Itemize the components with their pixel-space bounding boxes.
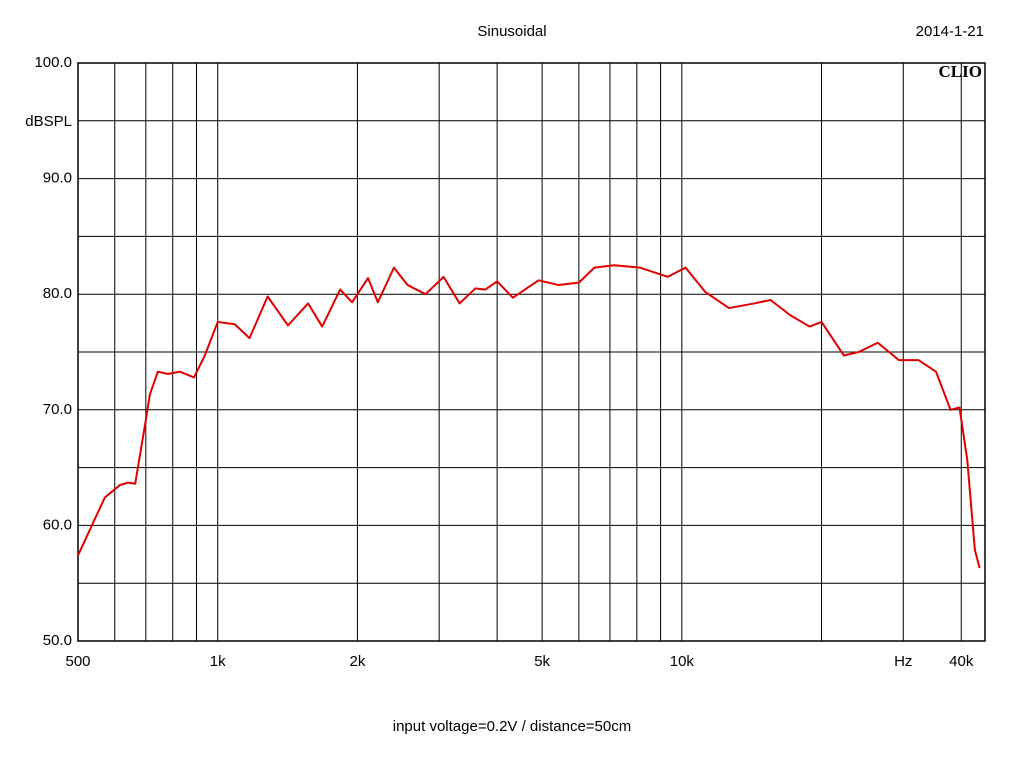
x-tick-label: 1k: [210, 653, 226, 670]
y-axis-label: dBSPL: [25, 113, 72, 130]
plot-frame: [77, 62, 986, 642]
response-curve: [77, 264, 981, 569]
date: 2014-1-21: [916, 23, 984, 40]
caption: input voltage=0.2V / distance=50cm: [393, 718, 632, 735]
x-tick-label: 500: [65, 653, 90, 670]
y-tick-label: 60.0: [43, 516, 72, 533]
chart-title: Sinusoidal: [477, 23, 546, 40]
y-tick-label: 80.0: [43, 285, 72, 302]
x-tick-label: Hz: [894, 653, 912, 670]
x-tick-label: 40k: [949, 653, 974, 670]
x-tick-label: 2k: [350, 653, 366, 670]
y-tick-label: 90.0: [43, 170, 72, 187]
x-tick-label: 10k: [670, 653, 695, 670]
y-tick-label: 100.0: [34, 54, 72, 71]
x-tick-label: 5k: [534, 653, 550, 670]
watermark: CLIO: [939, 62, 982, 81]
y-tick-label: 50.0: [43, 632, 72, 649]
y-tick-label: 70.0: [43, 401, 72, 418]
